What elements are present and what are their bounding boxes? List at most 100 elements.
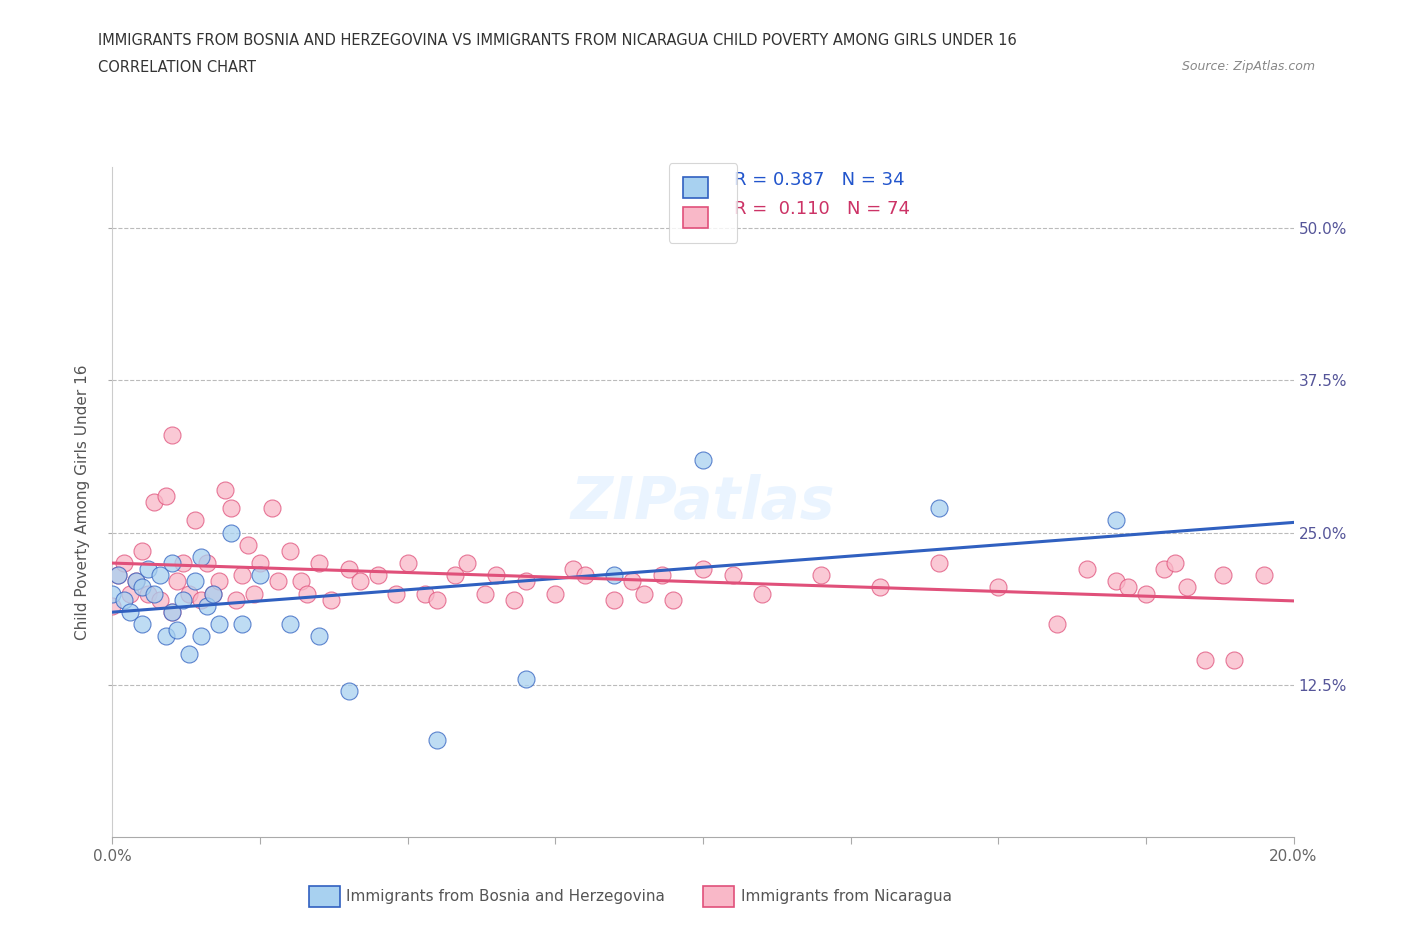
Point	[751, 586, 773, 601]
Point	[112, 555, 135, 570]
Point	[426, 592, 449, 607]
Point	[692, 452, 714, 467]
Point	[231, 568, 253, 583]
Text: CORRELATION CHART: CORRELATION CHART	[98, 60, 256, 75]
Point	[1164, 555, 1187, 570]
Point	[444, 568, 467, 583]
Point	[1076, 562, 1098, 577]
Point	[219, 501, 242, 516]
Point	[515, 574, 537, 589]
Point	[172, 555, 194, 570]
Point	[155, 488, 177, 503]
Point	[107, 568, 129, 583]
Y-axis label: Child Poverty Among Girls Under 16: Child Poverty Among Girls Under 16	[75, 365, 90, 640]
Text: R =  0.110   N = 74: R = 0.110 N = 74	[734, 200, 910, 218]
Point	[267, 574, 290, 589]
Point	[928, 555, 950, 570]
Point	[179, 647, 201, 662]
Point	[149, 592, 172, 607]
Point	[243, 586, 266, 601]
Point	[1194, 653, 1216, 668]
Point	[160, 604, 183, 619]
Point	[184, 574, 207, 589]
Point	[125, 574, 148, 589]
Point	[721, 568, 744, 583]
Point	[249, 568, 271, 583]
Point	[149, 568, 172, 583]
Point	[160, 428, 183, 443]
Point	[195, 598, 218, 613]
Point	[810, 568, 832, 583]
Point	[260, 501, 283, 516]
Point	[544, 586, 567, 601]
Point	[297, 586, 319, 601]
Point	[131, 580, 153, 595]
Point	[208, 574, 231, 589]
Text: R = 0.387   N = 34: R = 0.387 N = 34	[734, 171, 904, 189]
Point	[278, 617, 301, 631]
Point	[225, 592, 247, 607]
Point	[219, 525, 242, 540]
Point	[621, 574, 644, 589]
Point	[166, 622, 188, 637]
Point	[136, 562, 159, 577]
Point	[195, 555, 218, 570]
Point	[1116, 580, 1139, 595]
Point	[201, 586, 224, 601]
Point	[633, 586, 655, 601]
Point	[179, 586, 201, 601]
Text: Immigrants from Nicaragua: Immigrants from Nicaragua	[741, 889, 952, 904]
Point	[120, 586, 142, 601]
Text: Source: ZipAtlas.com: Source: ZipAtlas.com	[1181, 60, 1315, 73]
Point	[214, 483, 236, 498]
Point	[120, 604, 142, 619]
Point	[574, 568, 596, 583]
Text: Immigrants from Bosnia and Herzegovina: Immigrants from Bosnia and Herzegovina	[346, 889, 665, 904]
Point	[1175, 580, 1198, 595]
Point	[142, 586, 165, 601]
Point	[160, 604, 183, 619]
Point	[131, 617, 153, 631]
Point	[869, 580, 891, 595]
Point	[562, 562, 585, 577]
Text: ZIPatlas: ZIPatlas	[571, 473, 835, 531]
Point	[337, 684, 360, 698]
Point	[101, 586, 124, 601]
Point	[249, 555, 271, 570]
Point	[662, 592, 685, 607]
Point	[131, 543, 153, 558]
Point	[319, 592, 342, 607]
Point	[1253, 568, 1275, 583]
Point	[367, 568, 389, 583]
Point	[987, 580, 1010, 595]
Point	[415, 586, 437, 601]
Point	[456, 555, 478, 570]
Point	[190, 592, 212, 607]
Point	[485, 568, 508, 583]
Point	[201, 586, 224, 601]
Point	[308, 555, 330, 570]
Point	[112, 592, 135, 607]
Point	[1046, 617, 1069, 631]
Point	[107, 568, 129, 583]
Point	[155, 629, 177, 644]
Point	[349, 574, 371, 589]
Point	[142, 495, 165, 510]
Point	[396, 555, 419, 570]
Point	[290, 574, 312, 589]
Point	[1105, 513, 1128, 528]
Point	[190, 550, 212, 565]
Point	[238, 538, 260, 552]
Legend: , : ,	[669, 163, 737, 243]
Point	[172, 592, 194, 607]
Point	[426, 732, 449, 747]
Point	[231, 617, 253, 631]
Point	[928, 501, 950, 516]
Point	[101, 598, 124, 613]
Point	[474, 586, 496, 601]
Point	[1212, 568, 1234, 583]
Point	[166, 574, 188, 589]
Point	[503, 592, 526, 607]
Point	[278, 543, 301, 558]
Point	[515, 671, 537, 686]
